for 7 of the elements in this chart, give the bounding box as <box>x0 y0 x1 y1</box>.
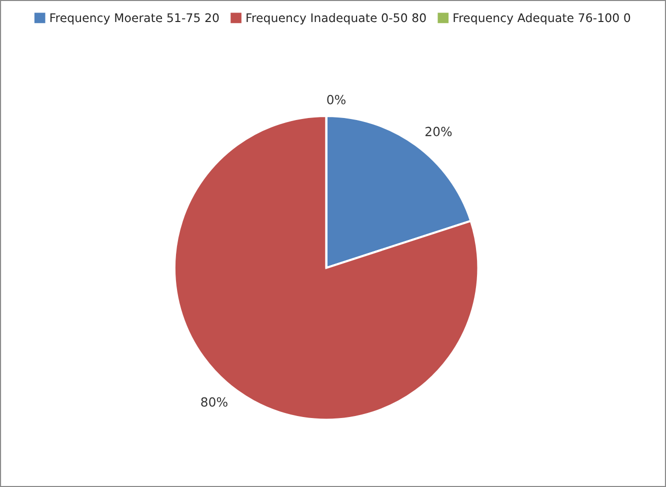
text: 0% <box>327 94 346 104</box>
legend-label: Frequency Adequate 76-100 0 <box>454 13 630 24</box>
data-label: 20% <box>426 126 452 136</box>
legend-label: Frequency Inadequate 0-50 80 <box>246 13 426 24</box>
data-label: 80% <box>201 397 228 407</box>
pie-slice <box>173 114 480 421</box>
legend-label: Frequency Moerate 51-75 20 <box>50 13 219 24</box>
